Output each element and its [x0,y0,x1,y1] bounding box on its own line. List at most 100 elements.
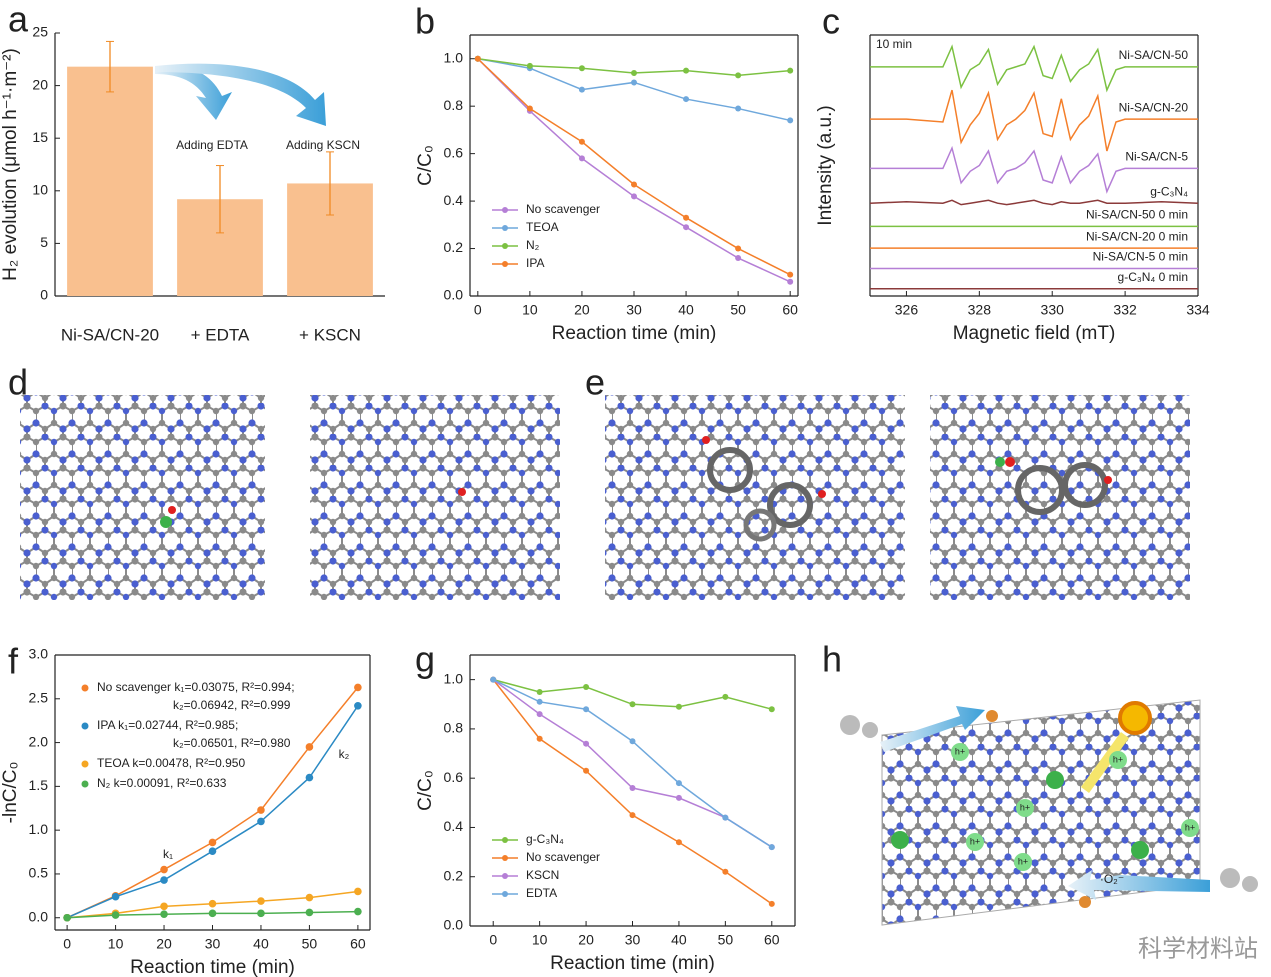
x-tick-label: 60 [350,936,366,952]
fit-label: k₂=0.06942, R²=0.999 [173,698,291,712]
legend-label: No scavenger [526,202,600,216]
point [683,224,690,231]
annotation: Adding EDTA [176,138,248,152]
panel-label: a [8,0,29,40]
molecule [840,710,1258,908]
annotation: Adding KSCN [286,138,360,152]
point [305,773,314,782]
arrow [880,706,985,752]
legend-label: KSCN [526,868,559,882]
point [583,706,590,713]
x-tick-label: 60 [764,932,780,948]
y-tick-label: 10 [32,182,48,198]
x-tick-label: 50 [730,302,746,318]
hole [966,833,984,851]
point [305,743,314,751]
x-tick-label: 10 [522,302,538,318]
x-axis-title: Reaction time (min) [550,953,715,974]
y-axis-title: C/C₀ [415,145,436,186]
point [631,193,637,200]
point [735,255,742,262]
x-tick-label: 40 [253,936,269,952]
series-label: Ni-SA/CN-50 [1119,48,1189,62]
point [257,897,265,905]
y-tick-label: 20 [32,76,48,92]
point [583,684,590,691]
point [111,892,120,901]
legend-marker [502,855,508,861]
annotation: k₁ [163,847,173,861]
point [675,839,682,846]
point [257,817,265,826]
y-tick-label: 0 [40,287,48,303]
illustrations [20,63,1258,926]
x-tick-label: 10 [532,932,548,948]
y-tick-label: 0.0 [444,917,464,933]
point [578,155,585,162]
structure-image [310,395,560,600]
panel-label: b [415,1,435,42]
y-tick-label: 0.8 [444,97,464,113]
x-tick-label: 40 [671,932,687,948]
point [583,740,590,747]
point [631,181,637,188]
legend-label: TEOA k=0.00478, R²=0.950 [97,756,245,770]
point [257,806,265,814]
point [583,767,590,774]
point [675,794,682,801]
x-tick-label: 20 [574,302,590,318]
x-axis-title: Reaction time (min) [552,323,717,344]
point [257,909,265,918]
x-tick-label: 10 [108,936,124,952]
x-tick-label: 30 [626,302,642,318]
x-tick-label: 20 [578,932,594,948]
legend-label: No scavenger [526,850,600,864]
point [631,79,637,86]
point [683,214,690,221]
y-tick-label: 2.5 [29,689,49,705]
legend-marker [81,684,89,692]
y-tick-label: 3.0 [29,646,49,662]
point [722,868,729,875]
panel-label: g [415,639,435,680]
molecule [702,436,1112,542]
legend-label: EDTA [526,886,557,900]
atom [458,488,466,496]
y-tick-label: 0.4 [444,818,464,834]
point [722,814,729,821]
arrow [155,63,326,126]
panel-label: d [8,362,28,403]
point [735,245,742,252]
fit-label: k₂=0.06501, R²=0.980 [173,736,291,750]
point [111,911,120,919]
category-label: + KSCN [299,325,361,344]
series-label: Ni-SA/CN-50 0 min [1086,208,1188,222]
legend-name: TEOA [97,756,130,770]
point [526,62,533,69]
y-tick-label: 2.0 [29,733,49,749]
point [735,105,742,112]
hole [1109,751,1127,769]
point [629,785,636,792]
hole-label: h+ [955,746,965,756]
point [354,683,362,692]
panel-label: c [822,1,840,42]
legend-marker [502,261,508,267]
legend-marker [81,780,89,788]
legend-name: N₂ [97,776,111,790]
series-line [870,89,1198,152]
arrow [155,65,232,120]
series-line [477,58,791,276]
y-tick-label: 5 [40,234,48,250]
panel-label: h [822,639,842,680]
hole [1014,853,1032,871]
radical-label: ·O₂⁻ [1100,872,1124,886]
hole-label: h+ [1185,822,1195,832]
legend-label: TEOA [526,220,559,234]
point [208,899,217,908]
x-tick-label: 332 [1113,302,1137,318]
point [474,55,481,62]
y-tick-label: 0.6 [444,144,464,160]
point [354,907,362,916]
